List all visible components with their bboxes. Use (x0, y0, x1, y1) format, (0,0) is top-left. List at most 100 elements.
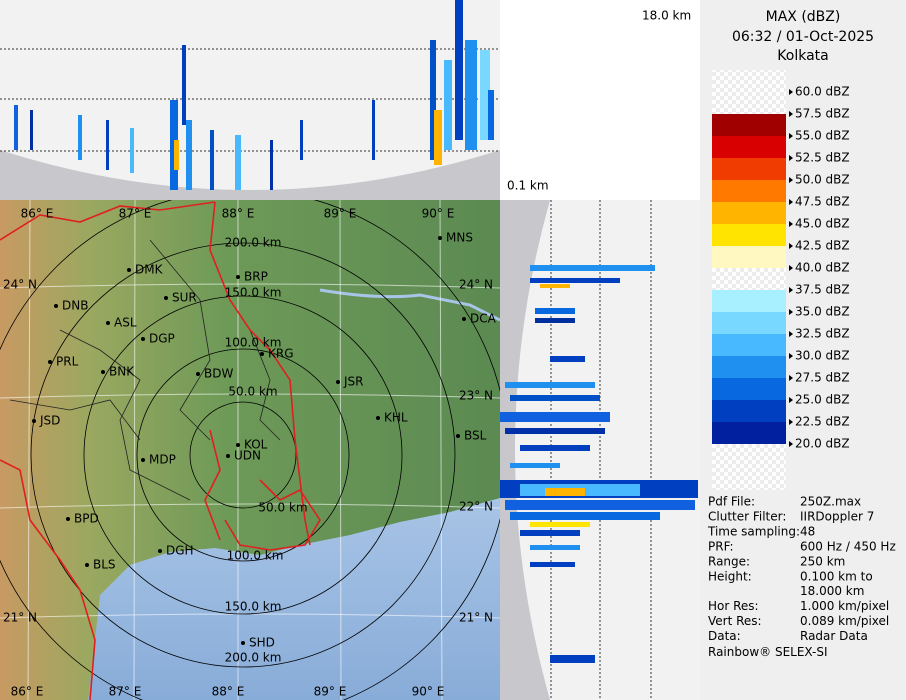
city-label: MNS (446, 231, 473, 245)
lat-label: 21° N (459, 611, 493, 625)
title: MAX (dBZ) (766, 9, 841, 25)
legend-label: 60.0 dBZ (795, 85, 850, 99)
info-value: 18.000 km (800, 584, 864, 598)
city-dot (260, 352, 264, 356)
legend-tick (789, 331, 793, 337)
legend-swatch (712, 312, 786, 334)
lat-label: 22° N (459, 500, 493, 514)
footer: Rainbow® SELEX-SI (708, 645, 828, 659)
lon-label: 87° E (119, 207, 152, 221)
legend-tick (789, 397, 793, 403)
city-label: JSD (39, 414, 60, 428)
city-dot (376, 416, 380, 420)
city-dot (236, 275, 240, 279)
legend-tick (789, 287, 793, 293)
city-label: BRP (244, 270, 268, 284)
city-label: KHL (384, 411, 408, 425)
legend-swatch (712, 180, 786, 202)
legend-label: 52.5 dBZ (795, 151, 850, 165)
range-label: 150.0 km (225, 286, 282, 300)
legend-tick (789, 441, 793, 447)
info-label: Range: (708, 555, 750, 569)
legend-swatch (712, 334, 786, 356)
legend-label: 22.5 dBZ (795, 415, 850, 429)
lon-label: 88° E (212, 685, 245, 699)
legend-label: 50.0 dBZ (795, 173, 850, 187)
legend-swatch (712, 400, 786, 422)
city-dot (141, 337, 145, 341)
city-dot (438, 236, 442, 240)
city-label: DCA (470, 312, 497, 326)
profile-echoes (14, 0, 494, 190)
legend-label: 57.5 dBZ (795, 107, 850, 121)
city-label: DNB (62, 299, 88, 313)
city-dot (164, 296, 168, 300)
info-value: 0.089 km/pixel (800, 614, 889, 628)
city-label: KRG (268, 347, 294, 361)
legend-tick (789, 375, 793, 381)
legend-swatch (712, 114, 786, 136)
range-label: 100.0 km (225, 336, 282, 350)
profile-bg (0, 0, 500, 200)
city-dot (236, 443, 240, 447)
legend-swatch (712, 290, 786, 312)
legend-label: 37.5 dBZ (795, 283, 850, 297)
range-label: 50.0 km (228, 385, 277, 399)
city-label: BLS (93, 558, 116, 572)
legend-swatch (712, 422, 786, 444)
legend-tick (789, 199, 793, 205)
city-dot (101, 370, 105, 374)
profile-bottom-label: 0.1 km (507, 179, 549, 193)
legend-tick (789, 353, 793, 359)
info-value: 250 km (800, 555, 845, 569)
city-dot (85, 563, 89, 567)
legend-swatch (712, 136, 786, 158)
city-label: DGH (166, 544, 194, 558)
legend-label: 35.0 dBZ (795, 305, 850, 319)
city-dot (141, 458, 145, 462)
profile-top-label: 18.0 km (642, 9, 691, 23)
info-label: Height: (708, 570, 752, 584)
legend-label: 40.0 dBZ (795, 261, 850, 275)
lat-label: 24° N (459, 278, 493, 292)
city-dot (158, 549, 162, 553)
lon-label: 88° E (222, 207, 255, 221)
info-value: 250Z.max (800, 495, 861, 509)
city-label: MDP (149, 453, 176, 467)
time: 06:32 / 01-Oct-2025 (732, 29, 874, 45)
city-label: BPD (74, 512, 99, 526)
info-label: Hor Res: (708, 599, 759, 613)
city-label: PRL (56, 355, 79, 369)
legend-tick (789, 177, 793, 183)
city-dot (48, 360, 52, 364)
district-borders (9, 239, 281, 501)
legend-tick (789, 221, 793, 227)
city-label: SUR (172, 291, 197, 305)
legend-swatch (712, 224, 786, 246)
info-value: 600 Hz / 450 Hz (800, 540, 896, 554)
top-profile (0, 0, 500, 200)
info-label: PRF: (708, 540, 734, 554)
legend-tick (789, 155, 793, 161)
legend-label: 55.0 dBZ (795, 129, 850, 143)
profile-shadow (0, 150, 500, 200)
profile-echoes (500, 265, 698, 663)
profile-shadow (500, 200, 550, 700)
legend-tick (789, 111, 793, 117)
range-label: 100.0 km (227, 549, 284, 563)
legend-label: 47.5 dBZ (795, 195, 850, 209)
side-profile (500, 200, 700, 700)
city-label: ASL (114, 316, 137, 330)
info-value: 0.100 km to (800, 570, 873, 584)
city-dot (32, 419, 36, 423)
city-dot (196, 372, 200, 376)
legend-label: 20.0 dBZ (795, 437, 850, 451)
city-label: BSL (464, 429, 487, 443)
lon-label: 90° E (422, 207, 455, 221)
map (0, 200, 500, 700)
range-label: 200.0 km (225, 651, 282, 665)
info-value: IIRDoppler 7 (800, 510, 874, 524)
legend-label: 25.0 dBZ (795, 393, 850, 407)
lat-label: 23° N (459, 389, 493, 403)
